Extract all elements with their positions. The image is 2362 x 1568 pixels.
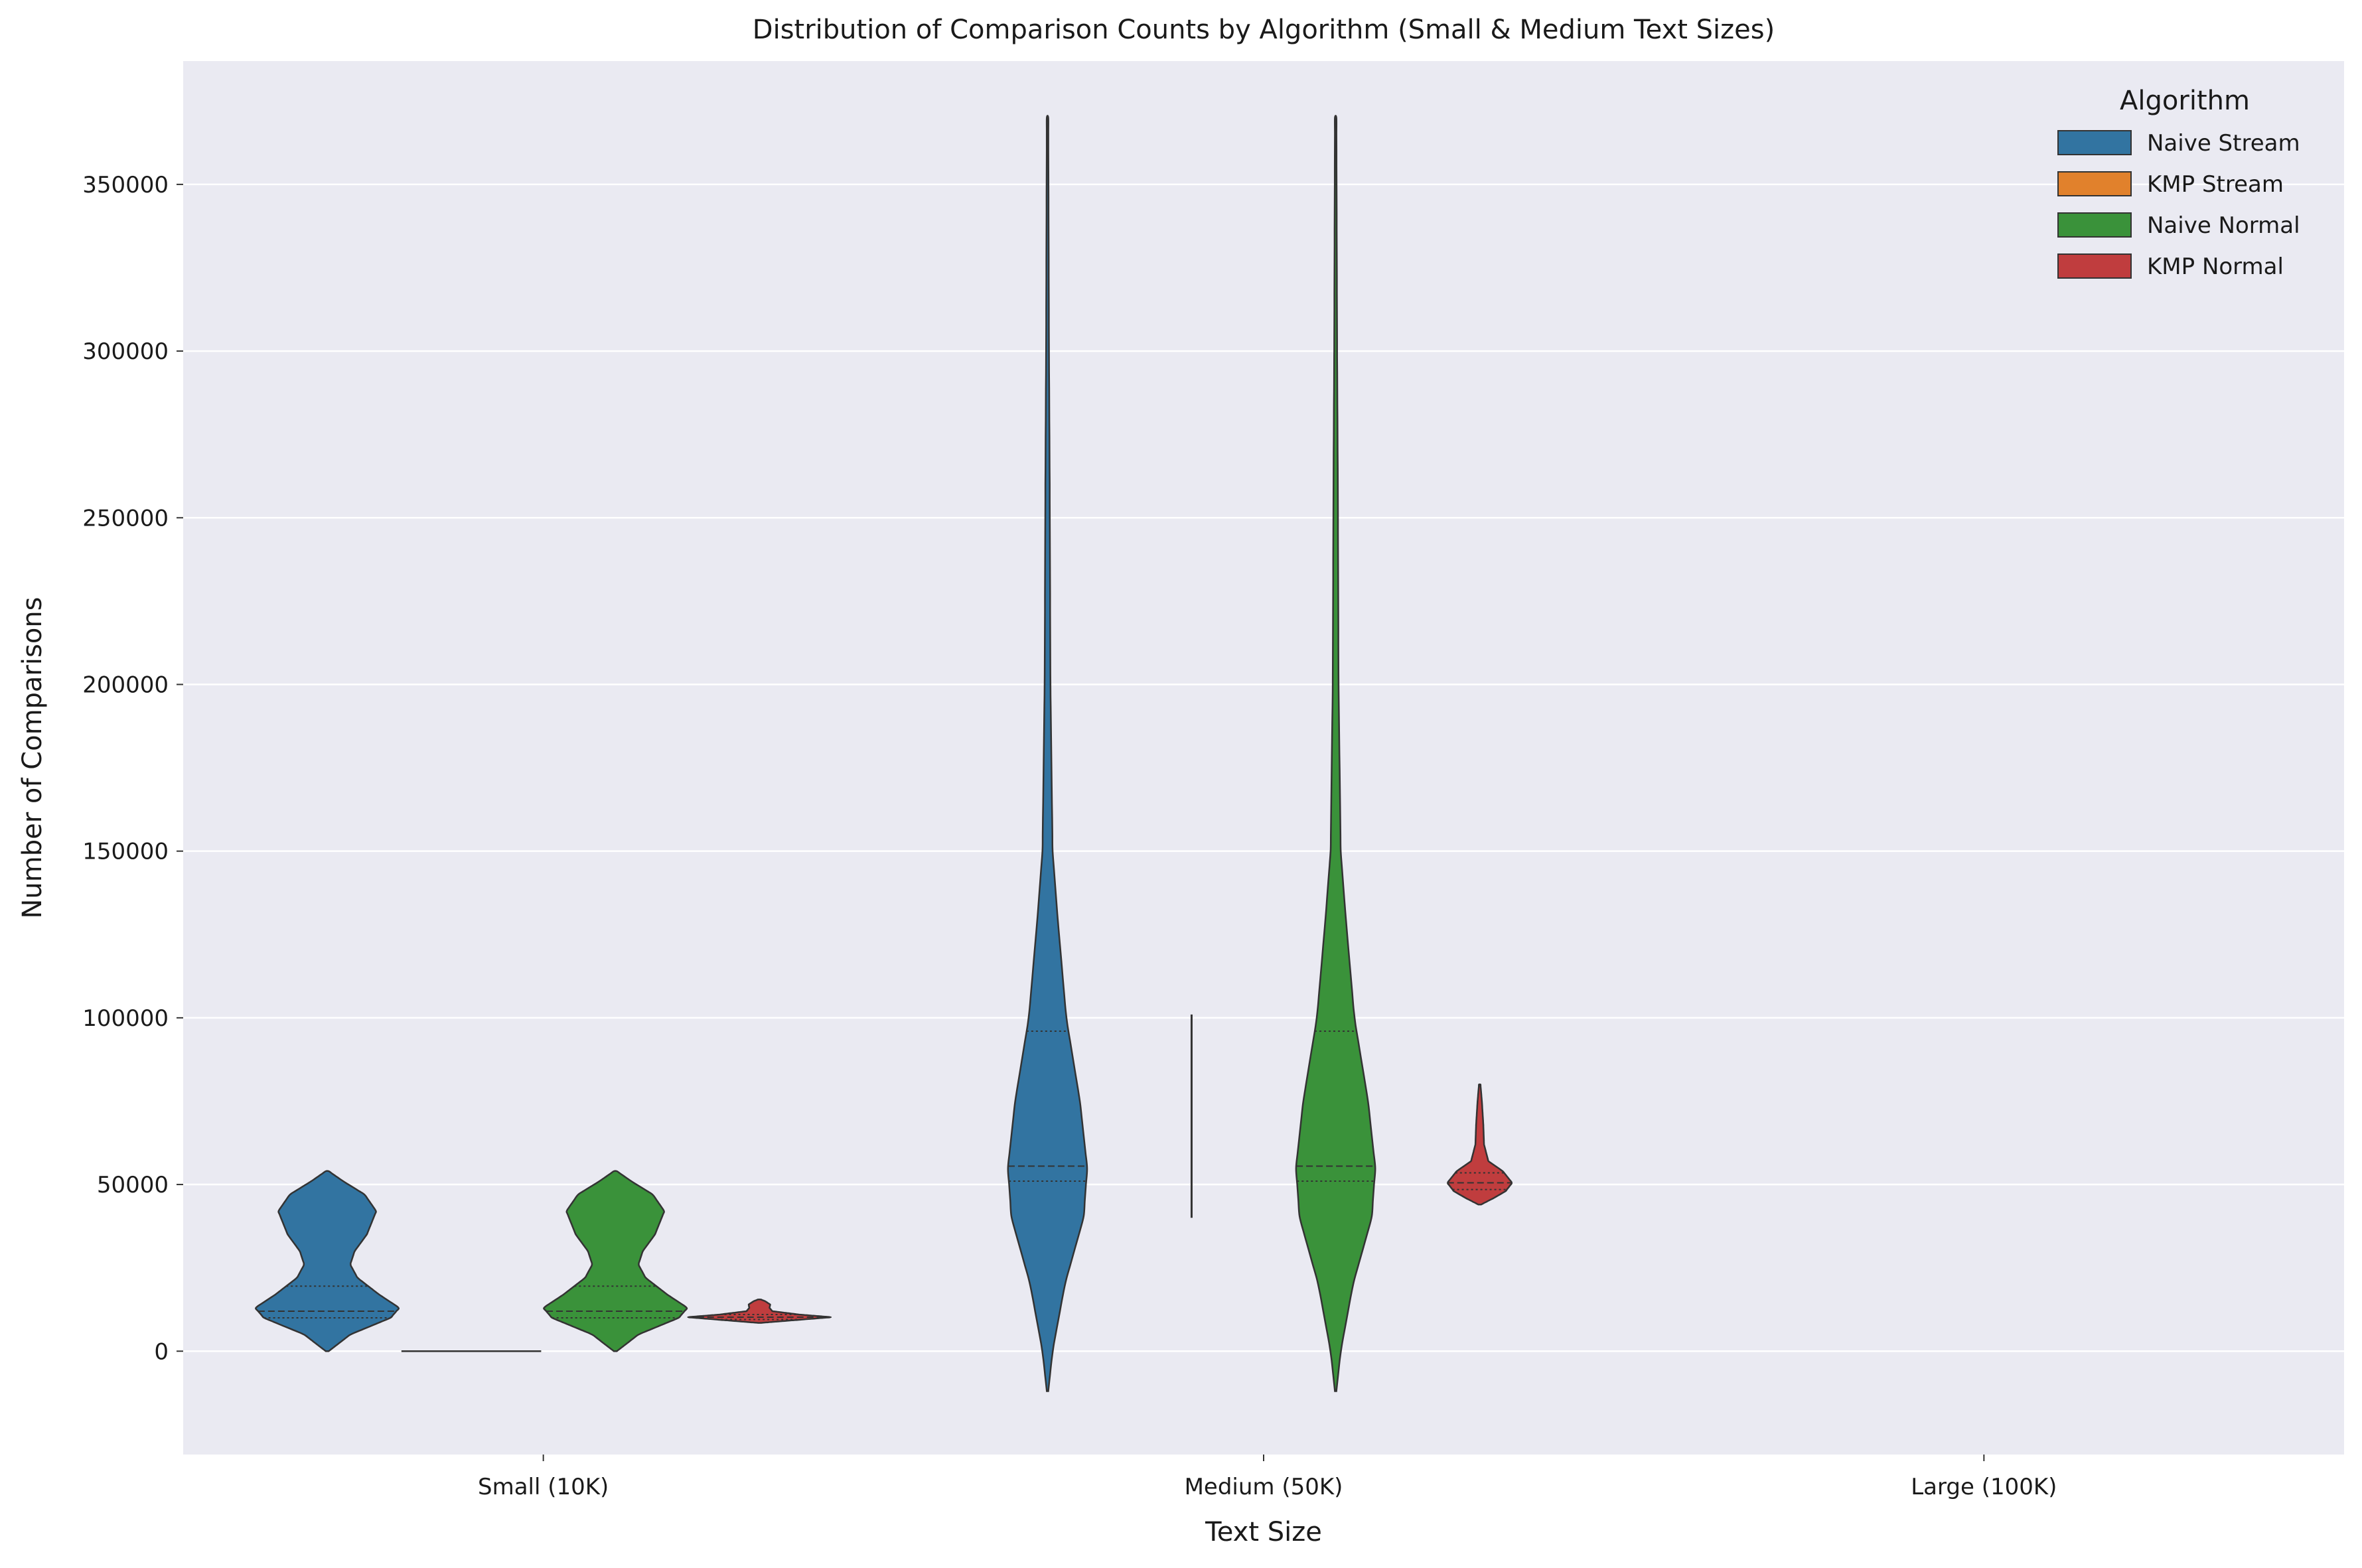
violin-body [543,1170,688,1352]
violin-body [1007,115,1088,1392]
violin-naive-normal-0 [543,1170,688,1352]
y-axis-ticks: 0 50000 100000 150000 200000 250000 300000 3500… [82,172,183,1365]
y-axis-label: Number of Comparisons [17,597,48,919]
x-tick-label: Large (100K) [1911,1474,2057,1500]
gridlines [183,183,2344,1352]
y-tick-label: 100000 [82,1005,169,1032]
y-tick-label: 150000 [82,839,169,865]
legend-label: KMP Normal [2147,253,2284,280]
legend-items: Naive Stream KMP Stream Naive Normal KMP No… [2057,130,2300,280]
chart-title: Distribution of Comparison Counts by Alg… [753,15,1775,45]
x-axis-label: Text Size [1205,1517,1322,1547]
plot-area [183,61,2344,1455]
y-tick-label: 200000 [82,672,169,698]
legend-swatch [2057,253,2132,279]
x-tick-label: Small (10K) [478,1474,609,1500]
legend-label: Naive Normal [2147,212,2300,239]
y-tick-label: 300000 [82,338,169,365]
legend-label: KMP Stream [2147,171,2284,198]
violin-body [688,1299,832,1324]
violin-body [1295,115,1376,1392]
violin-kmp-normal-0 [687,1299,832,1324]
y-tick-label: 50000 [97,1172,169,1198]
violin-body [255,1170,400,1352]
violin-naive-stream-0 [255,1170,400,1352]
x-tick-label: Medium (50K) [1185,1474,1343,1500]
violin-body [1447,1083,1513,1206]
y-tick-label: 250000 [82,505,169,532]
legend: Algorithm Naive Stream KMP Stream Naive No… [2057,86,2300,280]
x-axis-ticks: Small (10K) Medium (50K) Large (100K) [478,1455,2057,1500]
legend-title: Algorithm [2120,86,2250,116]
legend-swatch [2057,130,2132,155]
violin-naive-normal-1 [1295,115,1376,1392]
y-tick-label: 0 [154,1338,169,1365]
legend-swatch [2057,171,2132,196]
legend-swatch [2057,212,2132,238]
violin-kmp-normal-1 [1447,1083,1513,1206]
violin-naive-stream-1 [1007,115,1088,1392]
violins [255,115,1513,1392]
legend-label: Naive Stream [2147,130,2300,157]
y-tick-label: 350000 [82,172,169,198]
